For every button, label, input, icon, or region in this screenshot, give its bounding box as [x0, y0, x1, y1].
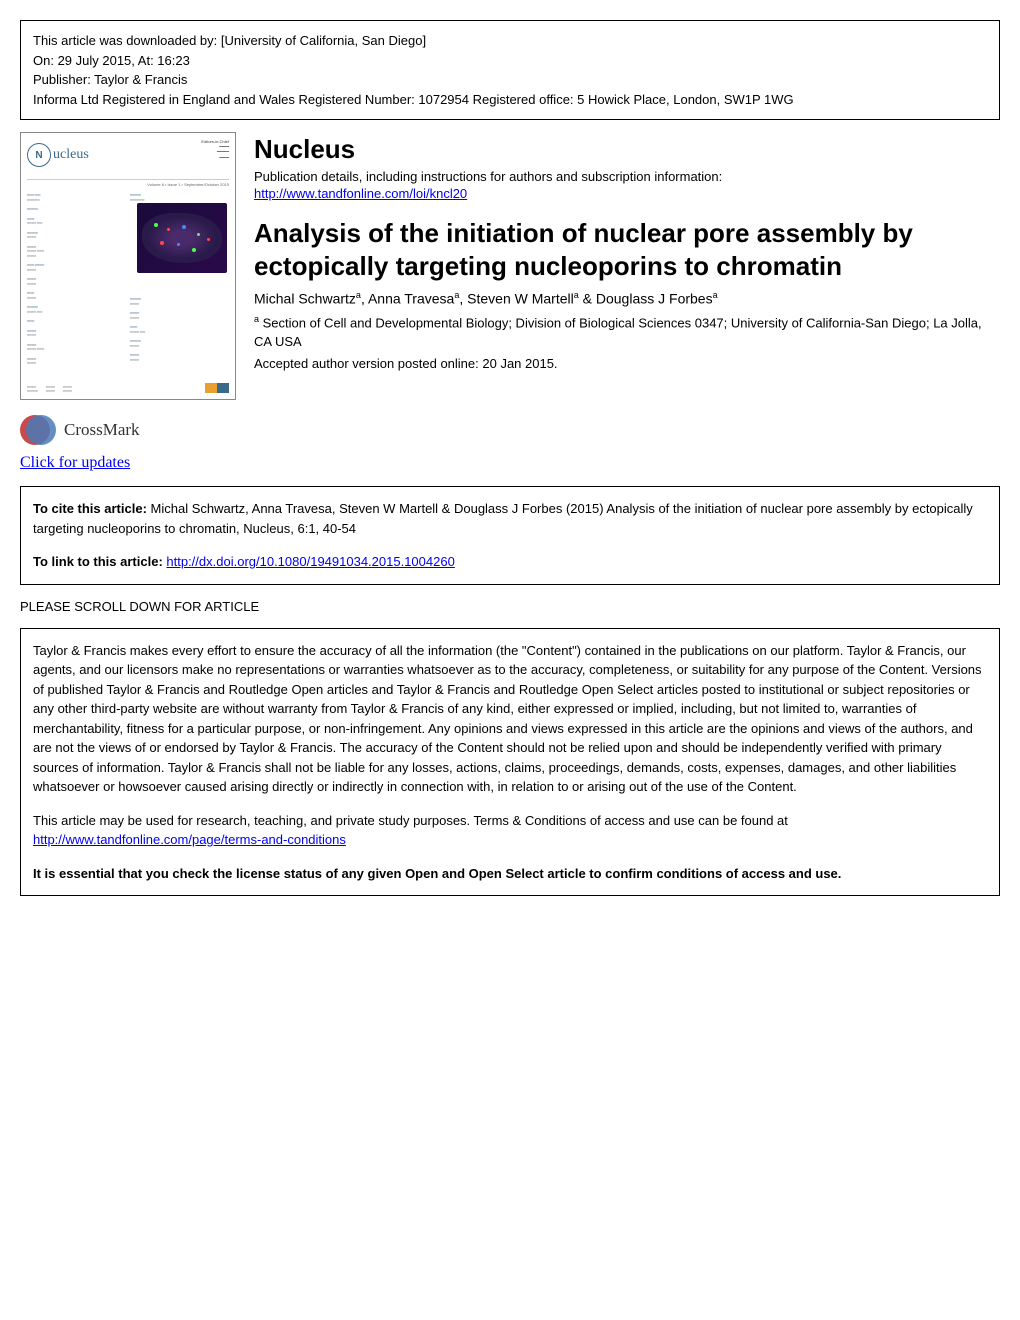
- journal-cover-thumbnail: N ucleus Editors-in-Chief ━━━━ ━━━━━ ━━━…: [20, 132, 236, 400]
- cover-image: [137, 203, 227, 273]
- registration-info: Informa Ltd Registered in England and Wa…: [33, 90, 987, 110]
- cover-publisher-logo: [205, 383, 229, 393]
- crossmark-label: CrossMark: [64, 420, 140, 440]
- cover-toc-left: ━━━━ ━━━━━━━━━━ ━━━━━━ ━━━━━━━━━ ━━━ ━━━…: [27, 193, 126, 371]
- author-1: Michal Schwartz: [254, 291, 356, 307]
- author-3: , Steven W Martell: [459, 291, 573, 307]
- doi-link[interactable]: http://dx.doi.org/10.1080/19491034.2015.…: [166, 554, 454, 569]
- cover-logo-text: ucleus: [53, 147, 89, 163]
- cite-label: To cite this article:: [33, 501, 151, 516]
- terms-para-1: Taylor & Francis makes every effort to e…: [33, 641, 987, 797]
- author-4: & Douglass J Forbes: [579, 291, 713, 307]
- link-label: To link to this article:: [33, 554, 166, 569]
- updates-link[interactable]: Click for updates: [20, 454, 130, 471]
- article-metadata: Nucleus Publication details, including i…: [254, 132, 1000, 472]
- cover-logo: N ucleus: [27, 139, 117, 171]
- publisher: Publisher: Taylor & Francis: [33, 70, 987, 90]
- accepted-date: Accepted author version posted online: 2…: [254, 356, 1000, 371]
- affiliation-text: Section of Cell and Developmental Biolog…: [254, 315, 982, 350]
- download-by: This article was downloaded by: [Univers…: [33, 31, 987, 51]
- crossmark-icon: [20, 412, 56, 448]
- download-date: On: 29 July 2015, At: 16:23: [33, 51, 987, 71]
- cover-editors: Editors-in-Chief ━━━━ ━━━━━ ━━━━: [201, 139, 229, 171]
- terms-para-2: This article may be used for research, t…: [33, 811, 987, 850]
- journal-title: Nucleus: [254, 134, 1000, 165]
- citation-box: To cite this article: Michal Schwartz, A…: [20, 486, 1000, 585]
- cite-text: Michal Schwartz, Anna Travesa, Steven W …: [33, 501, 973, 536]
- affiliation: a Section of Cell and Developmental Biol…: [254, 313, 1000, 352]
- cover-logo-icon: N: [27, 143, 51, 167]
- license-notice: It is essential that you check the licen…: [33, 864, 987, 884]
- author-2: , Anna Travesa: [361, 291, 454, 307]
- terms-conditions-link[interactable]: http://www.tandfonline.com/page/terms-an…: [33, 832, 346, 847]
- publication-details: Publication details, including instructi…: [254, 169, 1000, 184]
- crossmark-badge[interactable]: CrossMark: [20, 412, 236, 448]
- download-info-box: This article was downloaded by: [Univers…: [20, 20, 1000, 120]
- author-4-sup: a: [713, 290, 718, 300]
- journal-url-link[interactable]: http://www.tandfonline.com/loi/kncl20: [254, 186, 467, 201]
- article-title: Analysis of the initiation of nuclear po…: [254, 217, 1000, 282]
- scroll-notice: PLEASE SCROLL DOWN FOR ARTICLE: [20, 599, 1000, 614]
- left-column: N ucleus Editors-in-Chief ━━━━ ━━━━━ ━━━…: [20, 132, 236, 472]
- terms-para-2-text: This article may be used for research, t…: [33, 813, 788, 828]
- authors-list: Michal Schwartza, Anna Travesaa, Steven …: [254, 290, 1000, 307]
- terms-box: Taylor & Francis makes every effort to e…: [20, 628, 1000, 897]
- cover-issue-info: Volume 6 • Issue 1 • September/October 2…: [27, 179, 229, 187]
- main-content: N ucleus Editors-in-Chief ━━━━ ━━━━━ ━━━…: [20, 132, 1000, 472]
- cover-footer-toc: ━━━━━━━━━━━ ━━━━━━━━━━ ━━━━━━━━━━: [27, 385, 147, 393]
